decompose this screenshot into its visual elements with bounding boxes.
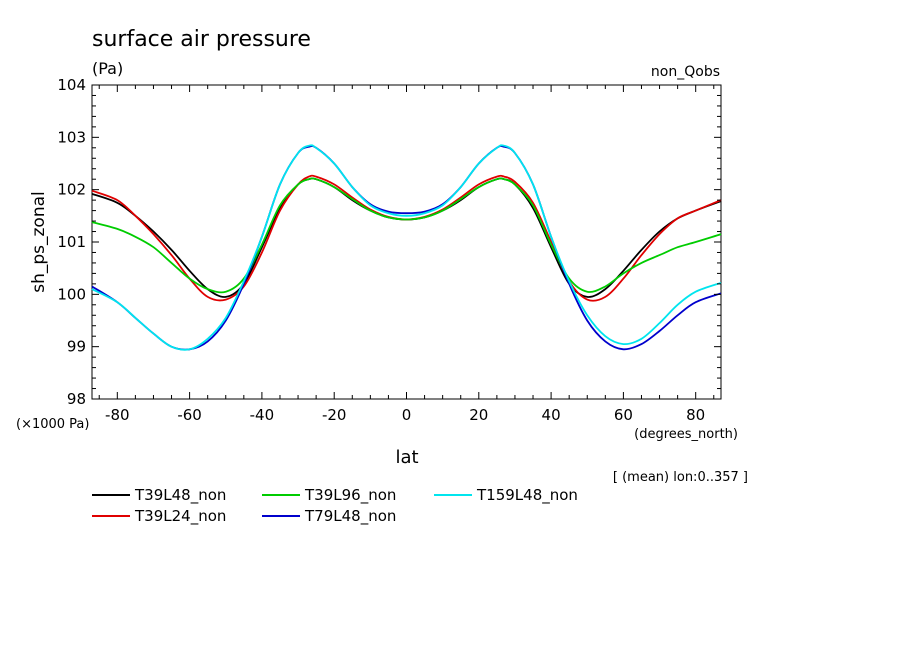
legend: T39L48_non T39L24_non T39L96_non T79L48_non… bbox=[92, 486, 578, 526]
legend-label: T159L48_non bbox=[476, 486, 578, 505]
y-scale-note: (×1000 Pa) bbox=[16, 417, 89, 432]
y-axis-label: sh_ps_zonal bbox=[29, 191, 49, 293]
y-tick-label: 99 bbox=[67, 338, 86, 356]
x-tick-label: -60 bbox=[177, 406, 202, 424]
experiment-label: non_Qobs bbox=[651, 64, 720, 80]
plot-frame bbox=[91, 84, 722, 400]
legend-label: T79L48_non bbox=[304, 507, 396, 526]
legend-label: T39L24_non bbox=[134, 507, 226, 526]
series-line-T159L48_non bbox=[91, 144, 722, 351]
x-tick-label: 40 bbox=[542, 406, 561, 424]
x-tick-label: 20 bbox=[469, 406, 488, 424]
series-layer bbox=[91, 144, 722, 351]
legend-label: T39L96_non bbox=[304, 486, 396, 505]
y-tick-label: 103 bbox=[57, 128, 86, 146]
x-axis-label: lat bbox=[395, 447, 418, 468]
series-line-T39L24_non bbox=[91, 174, 722, 302]
y-tick-label: 104 bbox=[57, 76, 86, 94]
y-tick-label: 98 bbox=[67, 390, 86, 408]
x-tick-label: -40 bbox=[250, 406, 275, 424]
units-label: (Pa) bbox=[92, 59, 123, 78]
axis-layer: -80 -60 -40 -20 0 20 40 60 80 98 99 100 101 102 103 104 bbox=[57, 76, 721, 424]
x-units-label: (degrees_north) bbox=[634, 427, 738, 442]
series-line-T39L96_non bbox=[91, 177, 722, 294]
series-line-T79L48_non bbox=[91, 145, 722, 351]
y-tick-label: 102 bbox=[57, 181, 86, 199]
x-tick-label: 80 bbox=[686, 406, 705, 424]
subset-note: [ (mean) lon:0..357 ] bbox=[613, 470, 748, 485]
y-tick-label: 100 bbox=[57, 285, 86, 303]
x-tick-label: 60 bbox=[614, 406, 633, 424]
series-line-T39L48_non bbox=[91, 177, 722, 298]
x-tick-label: -80 bbox=[105, 406, 130, 424]
legend-label: T39L48_non bbox=[134, 486, 226, 505]
x-tick-label: -20 bbox=[322, 406, 347, 424]
y-tick-label: 101 bbox=[57, 233, 86, 251]
x-tick-label: 0 bbox=[402, 406, 412, 424]
chart-title: surface air pressure bbox=[92, 27, 311, 52]
